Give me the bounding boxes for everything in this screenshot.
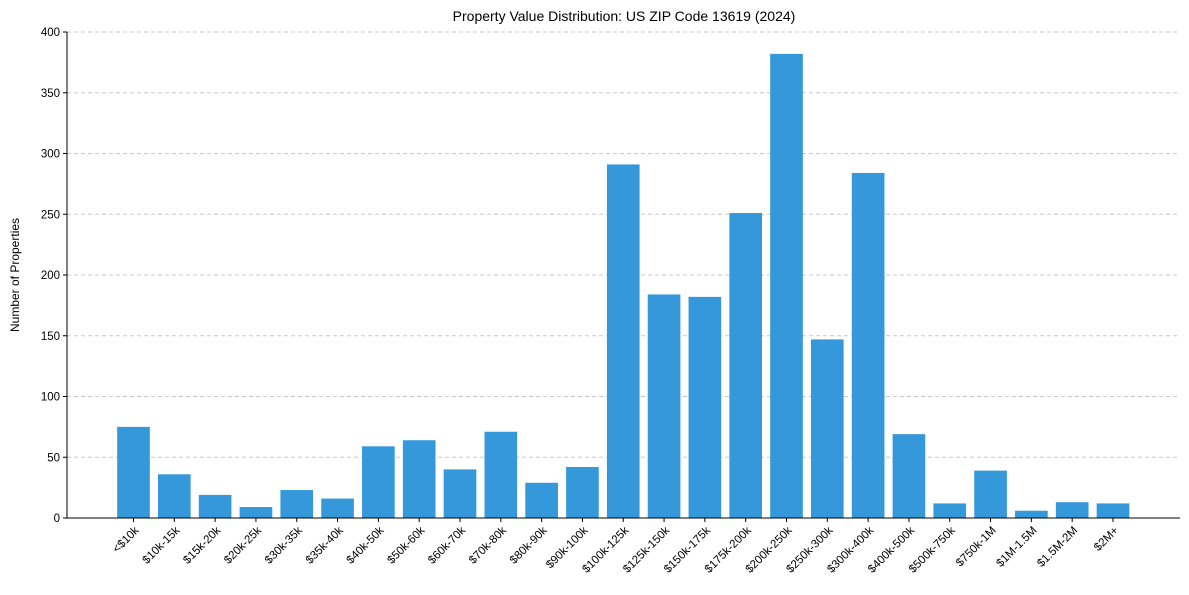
bar — [933, 503, 967, 518]
y-tick-label: 300 — [41, 149, 60, 161]
y-tick-label: 350 — [41, 88, 60, 100]
bar — [810, 339, 844, 518]
y-tick-label: 150 — [41, 331, 60, 343]
bar — [321, 498, 354, 518]
x-tick-label: <$10k — [111, 524, 142, 555]
bar — [1096, 503, 1130, 518]
bar — [402, 440, 436, 518]
x-tick-label: $60k-70k — [426, 524, 468, 566]
x-tick-label: $2M+ — [1092, 524, 1121, 553]
x-tick-label: $35k-40k — [304, 524, 346, 566]
y-tick-label: 200 — [41, 270, 60, 282]
y-tick-label: 50 — [47, 452, 60, 464]
bar — [484, 431, 518, 518]
bar — [1055, 502, 1089, 518]
bar — [892, 434, 926, 518]
bar — [443, 469, 477, 518]
x-tick-label: $750k-1M — [954, 525, 999, 570]
bar — [1015, 510, 1048, 518]
x-tick-label: $80k-90k — [508, 524, 550, 566]
bar — [770, 53, 803, 519]
x-axis-ticks: <$10k$10k-15k$15k-20k$20k-25k$30k-35k$35… — [111, 518, 1121, 576]
chart-title: Property Value Distribution: US ZIP Code… — [453, 8, 796, 24]
bar — [157, 474, 191, 518]
bar — [362, 446, 395, 518]
bar — [606, 164, 640, 518]
y-tick-label: 0 — [54, 513, 60, 525]
bar — [647, 294, 681, 518]
x-tick-label: $30k-35k — [263, 524, 305, 566]
x-tick-label: $1.5M-2M — [1035, 525, 1080, 570]
x-tick-label: $15k-20k — [181, 524, 223, 566]
x-tick-label: $20k-25k — [222, 524, 264, 566]
x-tick-label: $50k-60k — [385, 524, 427, 566]
bar — [117, 426, 150, 518]
bar — [198, 494, 232, 518]
y-tick-label: 100 — [41, 392, 60, 404]
y-tick-label: 250 — [41, 209, 60, 221]
bar — [729, 213, 763, 518]
x-tick-label: $1M-1.5M — [994, 525, 1039, 570]
bar — [851, 172, 885, 518]
bar — [239, 507, 273, 518]
x-tick-label: $70k-80k — [467, 524, 509, 566]
bar — [525, 482, 558, 518]
x-tick-label: $10k-15k — [140, 524, 182, 566]
x-tick-label: $40k-50k — [345, 524, 387, 566]
y-axis-label: Number of Properties — [8, 218, 22, 332]
bar — [974, 470, 1007, 518]
bars — [117, 53, 1130, 519]
bar — [280, 490, 314, 518]
y-axis-ticks: 0 50 100 150 200 250 300 350 400 — [41, 27, 67, 525]
bar — [688, 296, 722, 518]
bar — [566, 466, 599, 518]
y-tick-label: 400 — [41, 27, 60, 39]
